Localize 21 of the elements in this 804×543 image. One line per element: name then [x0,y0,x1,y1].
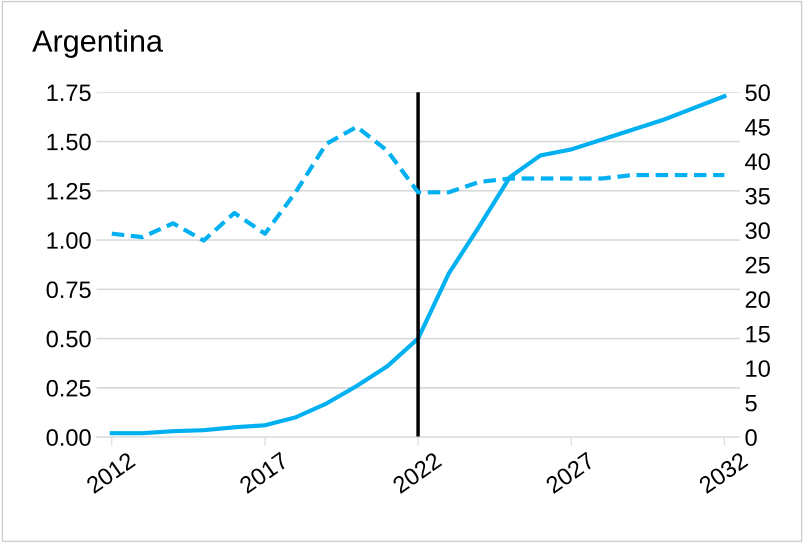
y-tick-label: 1.75 [47,84,91,102]
y2-tick-label: 30 [745,222,770,240]
y-tick-label: 0.50 [46,330,91,348]
y2-tick-label: 25 [746,256,770,274]
chart-title: Argentina [32,29,163,58]
y2-tick-label: 15 [746,326,770,342]
y2-tick-label: 10 [746,360,770,377]
y-tick-label: 1.50 [47,134,91,150]
y-tick-label: 0.25 [46,380,91,397]
y-tick-label: 1.25 [47,182,91,200]
y2-tick-label: 40 [745,153,770,170]
y2-tick-label: 20 [746,291,770,308]
y-tick-label: 0.75 [46,281,91,298]
y2-tick-label: 35 [745,188,770,205]
y2-tick-label: 45 [745,119,770,136]
y2-tick-label: 5 [745,394,757,412]
y2-tick-label: 0 [745,429,757,446]
y2-tick-label: 50 [745,84,770,102]
y-tick-label: 0.00 [46,429,91,446]
line-series [110,94,726,436]
y-tick-label: 1.00 [47,232,91,249]
